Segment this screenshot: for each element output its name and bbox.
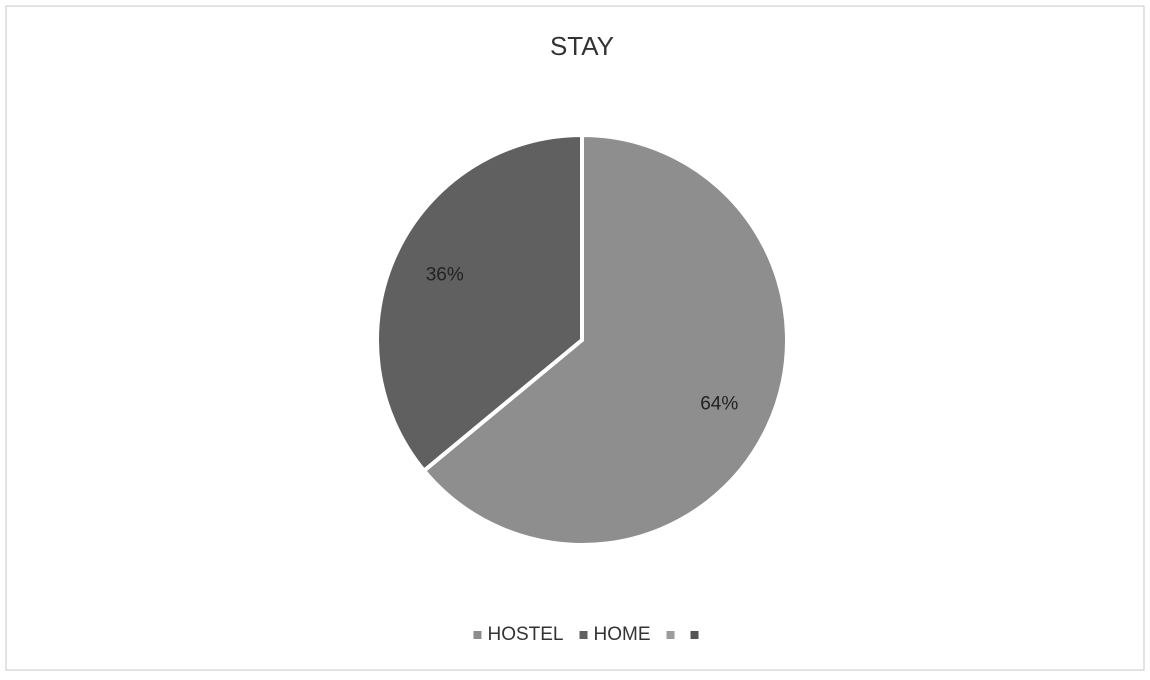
legend-marker xyxy=(666,631,675,639)
chart-title: STAY xyxy=(550,31,614,61)
pie-slice xyxy=(375,133,584,473)
legend-label: HOME xyxy=(594,624,651,645)
legend-label: HOSTEL xyxy=(487,624,563,645)
legend-marker xyxy=(473,631,482,639)
pie: 64% 36% xyxy=(375,133,789,547)
pie-slice xyxy=(422,133,789,547)
legend-marker xyxy=(579,631,588,639)
data-label: 36% xyxy=(426,264,464,285)
legend-marker xyxy=(690,631,699,639)
data-label: 64% xyxy=(700,394,738,415)
legend: HOSTEL HOME xyxy=(473,624,699,645)
